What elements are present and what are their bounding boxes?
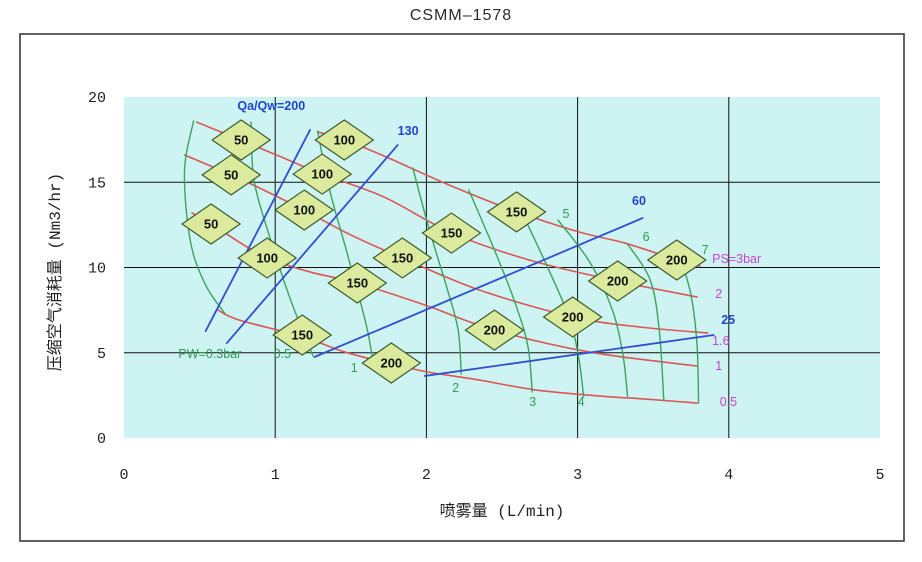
y-tick-label: 0 (97, 431, 106, 448)
curve-water-pressure-green-2 (412, 167, 462, 375)
droplet-size-diamond (292, 153, 353, 195)
droplet-size-value: 100 (311, 167, 333, 182)
curve-label-6: 6 (643, 230, 650, 244)
droplet-size-diamond (361, 342, 422, 384)
curve-label-4: 4 (578, 395, 585, 409)
curve-label-60: 60 (632, 194, 646, 208)
curve-label-0.5: 0.5 (274, 347, 291, 361)
curve-water-pressure-green-PW=0.3bar (183, 120, 227, 315)
curve-label-5: 5 (562, 207, 569, 221)
curve-air-water-ratio-blue-Qa/Qw=200 (204, 129, 311, 332)
curve-label-Qa/Qw=200: Qa/Qw=200 (237, 99, 305, 113)
y-tick-label: 5 (97, 346, 106, 363)
curve-label-layer: PS=3bar 2 1.6 1 0.5 PW=0.3bar 0.5 1 2 3 4 5 6 7 Qa/Qw=… (178, 99, 761, 409)
droplet-size-diamond (486, 191, 547, 233)
droplet-size-value: 200 (562, 309, 584, 324)
droplet-size-value: 200 (607, 273, 629, 288)
curve-water-pressure-green-6 (626, 243, 665, 401)
curve-label-7: 7 (702, 243, 709, 257)
droplet-size-value: 50 (234, 132, 248, 147)
droplet-size-diamond (211, 119, 272, 161)
curve-label-1: 1 (351, 361, 358, 375)
y-tick-label: 10 (88, 261, 106, 278)
x-tick-label: 4 (724, 467, 733, 484)
droplet-size-value: 200 (484, 323, 506, 338)
droplet-size-value: 150 (346, 276, 368, 291)
droplet-size-value: 200 (666, 252, 688, 267)
droplet-size-value: 150 (392, 250, 414, 265)
curve-air-water-ratio-blue-60 (313, 217, 644, 358)
droplet-size-value: 150 (441, 226, 463, 241)
figure-border (19, 33, 905, 542)
droplet-size-value: 150 (291, 328, 313, 343)
droplet-size-diamond (464, 309, 525, 351)
droplet-size-diamond (542, 296, 603, 338)
droplet-size-diamond (181, 203, 242, 245)
droplet-size-diamond (237, 237, 298, 279)
curve-label-130: 130 (398, 124, 419, 138)
y-tick-label: 15 (88, 175, 106, 192)
curve-label-2: 2 (452, 381, 459, 395)
droplet-size-diamond (646, 239, 707, 281)
curve-air-water-ratio-blue-25 (423, 334, 715, 377)
y-axis-label: 压缩空气消耗量 (Nm3/hr) (46, 173, 65, 371)
x-tick-label: 0 (119, 467, 128, 484)
droplet-size-diamond (587, 260, 648, 302)
droplet-size-diamond (314, 119, 375, 161)
droplet-size-value: 150 (506, 204, 528, 219)
curve-water-pressure-green-3 (468, 189, 533, 393)
droplet-size-value: 50 (224, 167, 238, 182)
curve-label-2: 2 (715, 287, 722, 301)
droplet-size-value: 50 (204, 217, 218, 232)
droplet-size-diamond (272, 314, 333, 356)
droplet-size-diamond (327, 262, 388, 304)
y-tick-label: 20 (88, 90, 106, 107)
curve-label-PW=0.3bar: PW=0.3bar (178, 347, 241, 361)
droplet-size-value: 100 (333, 132, 355, 147)
curve-label-1.6: 1.6 (712, 334, 729, 348)
x-tick-label: 1 (271, 467, 280, 484)
curve-label-1: 1 (715, 359, 722, 373)
droplet-size-value: 200 (380, 355, 402, 370)
curve-air-water-ratio-blue-130 (225, 144, 399, 344)
curve-label-3: 3 (529, 395, 536, 409)
droplet-size-value: 100 (293, 203, 315, 218)
x-tick-label: 3 (573, 467, 582, 484)
x-axis-label: 喷雾量 (L/min) (440, 502, 565, 521)
droplet-size-diamond (201, 154, 262, 196)
droplet-size-diamond (372, 237, 433, 279)
curve-label-PS=3bar: PS=3bar (712, 252, 761, 266)
chart-title: CSMM–1578 (409, 7, 513, 24)
droplet-size-diamond (274, 189, 335, 231)
curve-label-25: 25 (721, 313, 735, 327)
marker-layer: 50 50 50 100 100 100 100 150 150 150 150 150 200 200 2… (181, 119, 707, 384)
droplet-size-value: 100 (256, 250, 278, 265)
x-tick-label: 5 (875, 467, 884, 484)
droplet-size-diamond (421, 212, 482, 254)
x-tick-label: 2 (422, 467, 431, 484)
curve-label-0.5: 0.5 (720, 395, 737, 409)
curve-water-pressure-green-5 (557, 219, 629, 397)
